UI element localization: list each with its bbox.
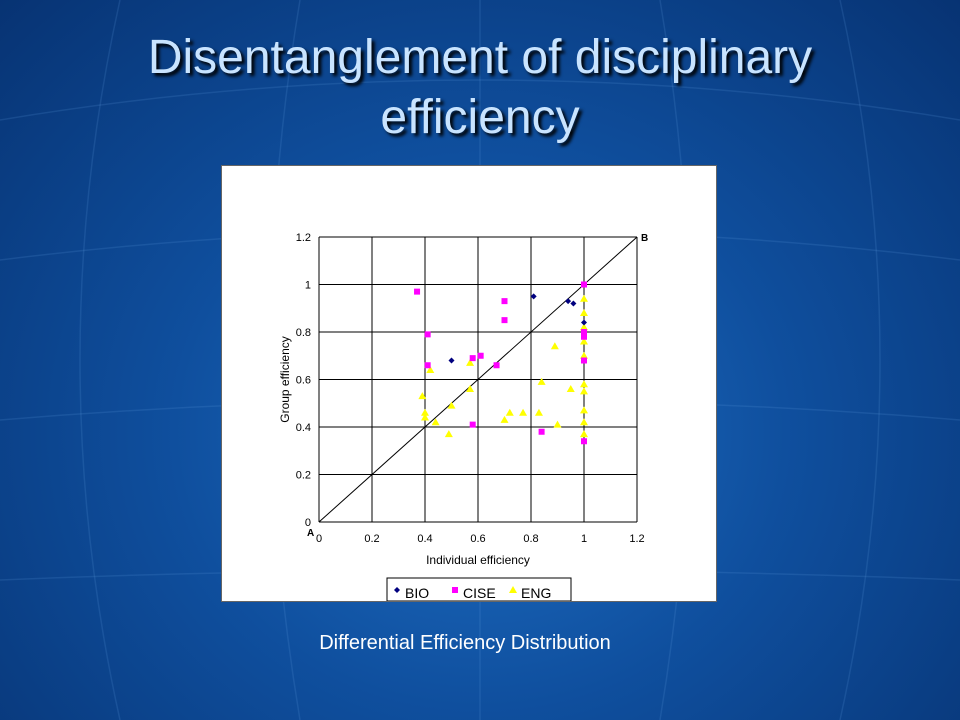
x-tick-label: 0 <box>316 533 322 545</box>
data-point-eng <box>580 430 588 438</box>
slide-title-line2: efficiency <box>380 91 580 144</box>
data-point-eng <box>466 358 475 366</box>
y-tick-label: 1.2 <box>296 232 311 244</box>
data-point-eng <box>537 377 546 385</box>
data-point-eng <box>466 385 475 392</box>
x-axis-label: Individual efficiency <box>426 553 530 567</box>
data-point-eng <box>580 387 588 395</box>
legend-label-cise: CISE <box>463 585 496 601</box>
data-point-cise <box>501 317 508 324</box>
y-tick-label: 0.2 <box>296 470 311 482</box>
data-point-eng <box>580 294 588 302</box>
x-tick-label: 0.2 <box>364 533 379 545</box>
data-point-cise <box>581 329 587 335</box>
x-tick-label: 0.4 <box>417 533 432 545</box>
data-point-eng <box>421 413 429 421</box>
y-tick-label: 0.8 <box>296 327 311 339</box>
chart-caption: Differential Efficiency Distribution <box>319 632 611 654</box>
data-point-cise <box>538 428 545 435</box>
data-point-eng <box>580 406 588 414</box>
data-point-bio <box>530 293 537 300</box>
data-point-cise <box>581 281 587 288</box>
data-point-eng <box>500 415 509 423</box>
diagonal-label-start: A <box>307 528 314 539</box>
tick-labels: 00 0.2 0.2 0.4 0.4 0.6 0.6 0.8 0.8 1 1 1.2 1.2 <box>296 232 645 545</box>
diagonal-label-end: B <box>641 233 648 244</box>
data-point-bio <box>570 300 577 307</box>
x-tick-label: 0.8 <box>523 533 538 545</box>
y-tick-label: 1 <box>305 280 311 292</box>
y-tick-label: 0.4 <box>296 422 311 434</box>
data-point-eng <box>553 420 562 428</box>
data-point-cise <box>581 333 587 340</box>
data-point-eng <box>418 392 427 400</box>
data-point-eng <box>580 323 588 331</box>
data-point-eng <box>444 430 453 438</box>
data-point-eng <box>431 418 440 426</box>
data-point-eng <box>580 380 588 388</box>
grid <box>318 236 638 523</box>
data-point-eng <box>580 418 588 426</box>
legend-label-eng: ENG <box>521 585 551 601</box>
data-point-cise <box>414 288 421 295</box>
y-axis-label: Group efficiency <box>278 336 292 423</box>
scatter-chart: 00 0.2 0.2 0.4 0.4 0.6 0.6 0.8 0.8 1 1 1.2 1.2 A B I… <box>278 232 648 602</box>
legend-marker-cise <box>452 587 458 593</box>
data-point-eng <box>426 366 435 373</box>
chart-frame: 0 0 0.2 0.2 0.4 0.4 0.6 0.6 0.8 0.8 1 1 1.2 1.2 A B I… <box>221 165 717 602</box>
data-point-cise <box>424 362 431 369</box>
y-tick-label: 0.6 <box>296 375 311 387</box>
data-point-eng <box>580 351 588 359</box>
data-point-cise <box>469 355 476 362</box>
x-tick-label: 1 <box>581 533 587 545</box>
slide-title: Disentanglement of disciplinary efficien… <box>40 28 920 148</box>
data-point-cise <box>581 438 587 445</box>
data-point-eng <box>421 408 429 416</box>
data-point-cise <box>469 421 476 428</box>
data-point-eng <box>566 385 575 392</box>
data-point-eng <box>447 401 456 409</box>
data-point-cise <box>501 298 508 305</box>
data-point-eng <box>550 342 559 350</box>
data-point-cise <box>581 357 587 364</box>
data-points <box>414 281 588 445</box>
data-point-eng <box>534 408 543 416</box>
x-tick-label: 1.2 <box>629 533 644 545</box>
legend-label-bio: BIO <box>405 585 429 601</box>
data-point-cise <box>493 362 500 369</box>
x-tick-label: 0.6 <box>470 533 485 545</box>
data-point-eng <box>519 408 528 416</box>
data-point-cise <box>477 352 484 359</box>
legend: BIO CISE ENG <box>386 577 572 602</box>
data-point-eng <box>580 309 588 316</box>
data-point-bio <box>565 298 572 305</box>
data-point-bio <box>581 319 587 326</box>
data-point-eng <box>580 337 588 345</box>
data-point-eng <box>505 408 514 416</box>
legend-marker-eng <box>509 586 517 593</box>
data-point-cise <box>424 331 431 338</box>
slide-title-line1: Disentanglement of disciplinary <box>147 31 813 84</box>
data-point-bio <box>448 357 455 364</box>
legend-marker-bio <box>394 587 400 593</box>
y-tick-label: 0 <box>305 517 311 529</box>
